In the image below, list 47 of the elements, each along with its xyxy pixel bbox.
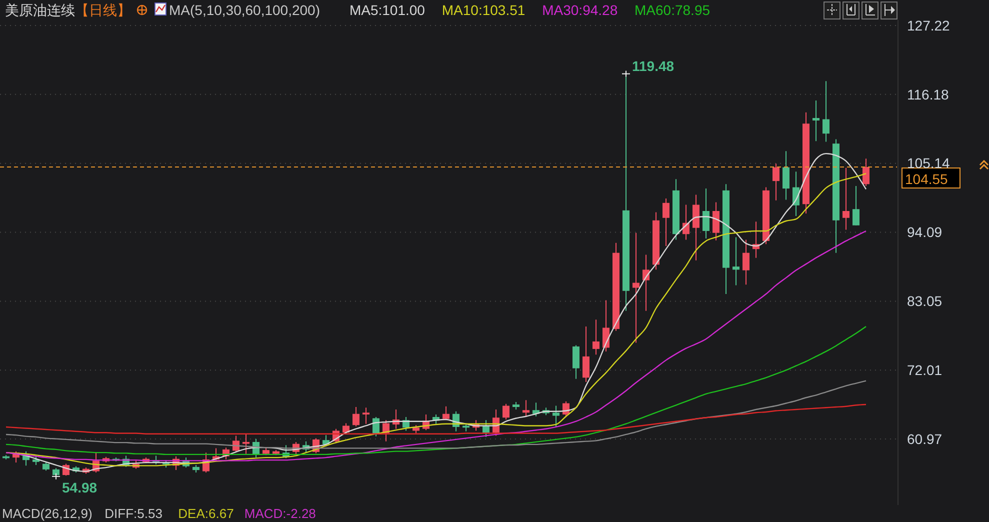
candlestick — [742, 239, 750, 286]
candlestick — [842, 167, 850, 230]
y-tick-label: 105.14 — [907, 155, 950, 172]
candlestick — [572, 344, 580, 380]
legend-title: MA(5,10,30,60,100,200) — [169, 2, 320, 18]
text: DIFF:5.53 — [104, 506, 162, 521]
candlestick — [502, 403, 510, 420]
candlestick — [32, 455, 40, 466]
candlestick — [782, 150, 790, 200]
y-tick-label: 127.22 — [907, 17, 950, 34]
ref-line-label: 104.55 — [905, 171, 948, 187]
candlestick — [852, 186, 860, 226]
candlestick — [692, 194, 700, 261]
candlestick — [812, 100, 820, 142]
candlestick — [242, 433, 250, 454]
y-tick-label: 116.18 — [907, 86, 949, 102]
chart-subtitle: 【日线】 — [75, 2, 131, 18]
candlestick — [732, 236, 740, 286]
candlestick — [582, 326, 590, 383]
candlestick — [522, 400, 530, 417]
candlestick — [352, 406, 360, 427]
text: MA10:103.51 — [442, 2, 526, 18]
candlestick — [552, 405, 560, 428]
line-series — [5, 326, 867, 456]
candlestick — [862, 158, 870, 187]
candlestick — [772, 163, 780, 201]
text: MACD(26,12,9) — [2, 506, 92, 521]
chart-title: 美原油连续 — [5, 2, 75, 18]
text: MA60:78.95 — [634, 2, 710, 18]
text: MA30:94.28 — [542, 2, 618, 18]
text: MACD:-2.28 — [244, 506, 316, 521]
y-tick-label: 60.97 — [907, 430, 942, 447]
candlestick — [362, 407, 370, 424]
y-tick-label: 72.01 — [907, 362, 942, 378]
candlestick — [632, 232, 640, 344]
candlestick — [822, 80, 830, 142]
annotation: 119.48 — [632, 58, 674, 74]
candlestick — [442, 406, 450, 421]
annotation: 54.98 — [62, 479, 98, 496]
candlestick — [592, 319, 600, 356]
text: DEA:6.67 — [178, 506, 234, 521]
y-tick-label: 94.09 — [907, 224, 942, 240]
candlestick — [662, 198, 670, 246]
candlestick — [712, 202, 720, 241]
y-tick-label: 83.05 — [907, 293, 942, 310]
candlestick — [702, 188, 710, 239]
text: MA5:101.00 — [349, 2, 426, 18]
